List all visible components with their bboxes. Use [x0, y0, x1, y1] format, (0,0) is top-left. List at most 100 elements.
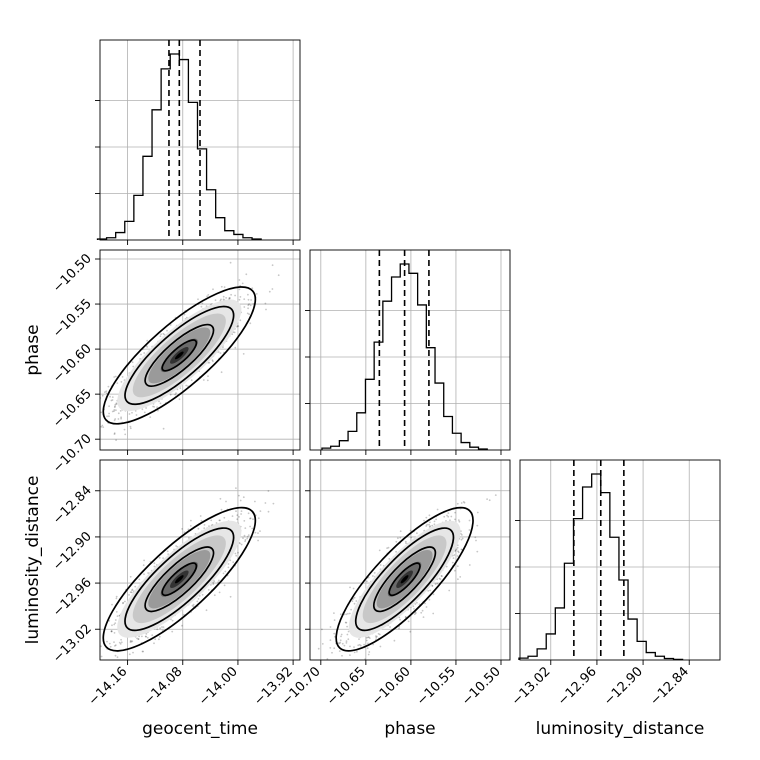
sample-point [247, 304, 250, 307]
sample-point [367, 636, 369, 639]
sample-point [236, 518, 239, 521]
sample-point [116, 656, 119, 659]
sample-point [247, 307, 250, 310]
sample-point [236, 325, 239, 327]
sample-point [436, 508, 439, 511]
sample-point [461, 537, 464, 540]
sample-point [425, 606, 428, 608]
sample-point [340, 633, 343, 636]
sample-point [252, 303, 255, 305]
sample-point [428, 523, 430, 526]
sample-point [146, 636, 149, 639]
sample-point [244, 538, 247, 541]
sample-point [341, 654, 343, 657]
sample-point [220, 285, 223, 288]
sample-point [118, 641, 121, 644]
sample-point [455, 548, 458, 551]
sample-point [137, 638, 140, 640]
y-tick-label: −10.50 [50, 251, 95, 296]
sample-point [131, 411, 133, 414]
sample-point [113, 419, 116, 422]
sample-point [129, 575, 132, 578]
sample-point [218, 579, 220, 582]
sample-point [413, 608, 415, 610]
sample-point [136, 637, 138, 640]
sample-point [347, 630, 350, 633]
sample-point [189, 525, 192, 527]
sample-point [124, 433, 127, 436]
sample-point [146, 339, 149, 342]
sample-point [115, 597, 118, 600]
sample-point [257, 532, 259, 534]
sample-point [425, 516, 428, 519]
sample-point [210, 519, 213, 522]
sample-point [336, 663, 338, 665]
sample-point [393, 639, 396, 642]
sample-point [156, 406, 159, 409]
sample-point [254, 531, 257, 534]
sample-point [445, 565, 448, 568]
sample-point [114, 622, 117, 624]
sample-point [428, 598, 431, 601]
sample-point [431, 524, 434, 527]
sample-point [230, 293, 233, 296]
sample-point [452, 557, 455, 559]
sample-point [446, 514, 448, 517]
sample-point [234, 552, 237, 555]
sample-point [365, 636, 368, 639]
sample-point [128, 594, 130, 596]
x-tick-label: −12.90 [601, 664, 646, 709]
sample-point [141, 635, 143, 638]
sample-point [130, 457, 132, 459]
sample-point [329, 647, 332, 649]
x-tick-label: −12.96 [555, 664, 600, 709]
x-axis-luminosity_distance: −13.02 −12.96 −12.90 −12.84luminosity_dista… [509, 660, 704, 739]
sample-point [331, 674, 333, 676]
sample-point [239, 319, 242, 322]
sample-point [222, 346, 224, 349]
sample-point [115, 409, 117, 412]
sample-point [326, 658, 329, 660]
sample-point [115, 611, 118, 613]
sample-point [115, 439, 117, 441]
sample-point [223, 516, 226, 519]
sample-point [162, 332, 165, 335]
sample-point [220, 508, 223, 511]
sample-point [113, 432, 116, 435]
sample-point [79, 462, 81, 464]
sample-point [249, 322, 252, 325]
sample-point [207, 294, 210, 296]
sample-point [416, 601, 418, 604]
y-axis-label: phase [23, 324, 43, 375]
sample-point [397, 537, 399, 540]
sample-point [242, 537, 244, 540]
sample-point [53, 439, 55, 441]
sample-point [212, 583, 215, 585]
sample-point [235, 554, 238, 557]
sample-point [414, 603, 417, 605]
sample-point [107, 385, 110, 388]
sample-point [339, 613, 342, 616]
sample-point [115, 402, 118, 405]
sample-point [244, 527, 247, 529]
sample-point [454, 518, 456, 521]
sample-point [346, 633, 349, 636]
sample-point [257, 539, 259, 542]
sample-point [181, 528, 184, 530]
sample-point [252, 518, 254, 521]
scatter-panel-geocent_time-phase [53, 249, 301, 464]
sample-point [267, 490, 270, 492]
sample-point [153, 406, 156, 408]
sample-point [100, 645, 102, 648]
sample-point [367, 653, 370, 656]
sample-point [135, 414, 138, 416]
sample-point [145, 633, 148, 635]
sample-point [439, 578, 442, 581]
sample-point [404, 616, 407, 618]
sample-point [102, 426, 105, 428]
sample-point [457, 519, 460, 521]
sample-point [223, 584, 226, 587]
sample-point [131, 588, 134, 591]
sample-point [345, 613, 348, 616]
